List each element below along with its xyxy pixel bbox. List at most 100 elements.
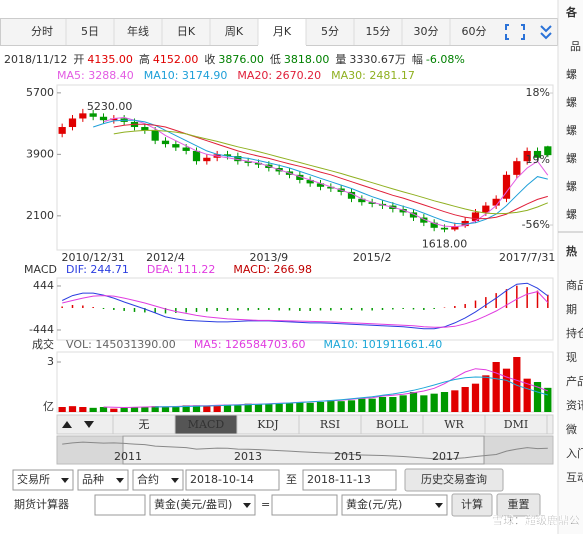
select-value[interactable]: 合约 — [137, 472, 159, 486]
select-box[interactable] — [132, 469, 184, 491]
tab[interactable]: 30分 — [414, 25, 439, 38]
ma-legend-item: MA10: 3174.90 — [144, 69, 228, 82]
input-box[interactable] — [271, 494, 338, 516]
select-arrow — [171, 478, 179, 483]
tab[interactable]: 15分 — [366, 25, 391, 38]
sidebar-header: 各 — [565, 5, 578, 19]
candle-body — [203, 157, 211, 162]
select-value[interactable]: 黄金(元/克) — [346, 497, 402, 511]
y-tick-label: 2100 — [26, 209, 54, 222]
volume-legend: VOL: 145031390.00 MA5: 126584703.60 MA10: … — [66, 338, 442, 351]
button[interactable]: 重置 — [508, 497, 530, 511]
tab[interactable]: 年线 — [127, 24, 149, 38]
info-label: 收 — [204, 52, 215, 66]
select-value[interactable]: 黄金(美元/盎司) — [154, 497, 232, 511]
sidebar-item[interactable]: 螺 — [566, 68, 577, 81]
annotation: 19% — [526, 153, 550, 166]
indicator-tab[interactable]: KDJ — [257, 418, 278, 431]
volume-bar — [502, 368, 511, 412]
scroll-down[interactable] — [84, 421, 94, 428]
sidebar-item[interactable]: 螺 — [566, 152, 577, 165]
volume-bar — [306, 402, 314, 412]
sidebar-link[interactable]: 现 — [566, 351, 577, 364]
x-tick-label: 2013/9 — [249, 251, 288, 264]
indicator-tab[interactable]: WR — [444, 418, 464, 431]
volume-bar — [296, 402, 304, 412]
select-box[interactable] — [12, 469, 74, 491]
collapse-icon[interactable] — [540, 25, 552, 40]
volume-bar — [192, 405, 201, 412]
button-bg[interactable] — [404, 468, 504, 492]
button[interactable]: 计算 — [461, 497, 483, 511]
select-value[interactable]: 品种 — [82, 472, 104, 486]
select-arrow — [116, 478, 124, 483]
link[interactable]: 期货计算器 — [14, 497, 69, 511]
tab[interactable]: 5日 — [81, 25, 99, 38]
candle-body — [451, 226, 459, 230]
candle-body — [296, 174, 304, 180]
ma-line — [113, 129, 548, 215]
volume-bar — [161, 407, 170, 412]
input-box[interactable] — [94, 494, 146, 516]
tab[interactable]: 周K — [225, 25, 244, 38]
tab[interactable]: 5分 — [321, 25, 339, 38]
info-value: -6.08% — [426, 53, 465, 66]
tab[interactable]: 60分 — [462, 25, 487, 38]
sidebar-item[interactable]: 螺 — [566, 180, 577, 193]
sidebar-item[interactable]: 螺 — [566, 208, 577, 221]
sidebar-link[interactable]: 持仓 — [566, 326, 583, 340]
tab[interactable]: 分时 — [31, 25, 53, 38]
sidebar-link[interactable]: 期 — [566, 303, 577, 316]
indicator-tab[interactable]: RSI — [320, 418, 340, 431]
indicator-tab[interactable]: DMI — [504, 418, 528, 431]
macd-legend-item: MACD: 266.98 — [233, 263, 312, 276]
navigator-label: 2015 — [334, 450, 362, 463]
button[interactable]: 历史交易查询 — [421, 472, 487, 486]
button-bg[interactable] — [496, 493, 541, 517]
input-value[interactable]: 2018-11-13 — [307, 473, 371, 486]
fullscreen-icon[interactable] — [505, 24, 525, 40]
scroll-up[interactable] — [62, 421, 72, 428]
sidebar-item[interactable]: 螺 — [566, 124, 577, 137]
button-bg[interactable] — [451, 493, 493, 517]
sidebar-link[interactable]: 产品 — [566, 374, 583, 388]
tab[interactable]: 月K — [273, 25, 292, 38]
candle-body — [420, 217, 428, 223]
volume-bar — [316, 402, 325, 412]
volume-bar — [347, 400, 356, 412]
select-box[interactable] — [77, 469, 129, 491]
sidebar-link[interactable]: 互动 — [566, 471, 583, 484]
y2-tick-label: 18% — [526, 86, 550, 99]
volume-bar — [79, 407, 87, 412]
volume-bar — [130, 407, 139, 412]
indicator-tab[interactable]: BOLL — [376, 418, 409, 431]
tab[interactable]: 日K — [177, 25, 196, 38]
indicator-tab[interactable]: MACD — [188, 418, 225, 431]
select-value[interactable]: 交易所 — [17, 472, 50, 486]
sidebar-link[interactable]: 资讯 — [566, 399, 583, 412]
info-date: 2018/11/12 — [4, 53, 67, 66]
select-box[interactable] — [149, 494, 256, 516]
candle-body — [347, 191, 356, 199]
candle-body — [306, 179, 314, 184]
select-box[interactable] — [341, 494, 448, 516]
volume-bar — [213, 405, 221, 412]
navigator-window[interactable] — [122, 435, 485, 465]
y-tick-label: 5700 — [26, 86, 54, 99]
info-value: 3818.00 — [284, 53, 330, 66]
sidebar-item[interactable]: 螺 — [566, 96, 577, 109]
indicator-tab[interactable]: 无 — [139, 418, 150, 431]
info-value: 4135.00 — [87, 53, 133, 66]
volume-bar — [265, 403, 273, 412]
sidebar-link[interactable]: 入门 — [566, 446, 583, 460]
input-value[interactable]: 2018-10-14 — [190, 473, 254, 486]
candle-body — [471, 212, 480, 221]
navigator-label: 2011 — [114, 450, 142, 463]
volume-bar — [389, 397, 397, 412]
input-box[interactable] — [185, 469, 280, 491]
sidebar-link[interactable]: 微 — [566, 422, 577, 436]
volume-bar — [89, 407, 97, 412]
input-box[interactable] — [302, 469, 397, 491]
macd-tick-label: -444 — [29, 323, 54, 336]
sidebar-link[interactable]: 商品 — [566, 278, 583, 292]
